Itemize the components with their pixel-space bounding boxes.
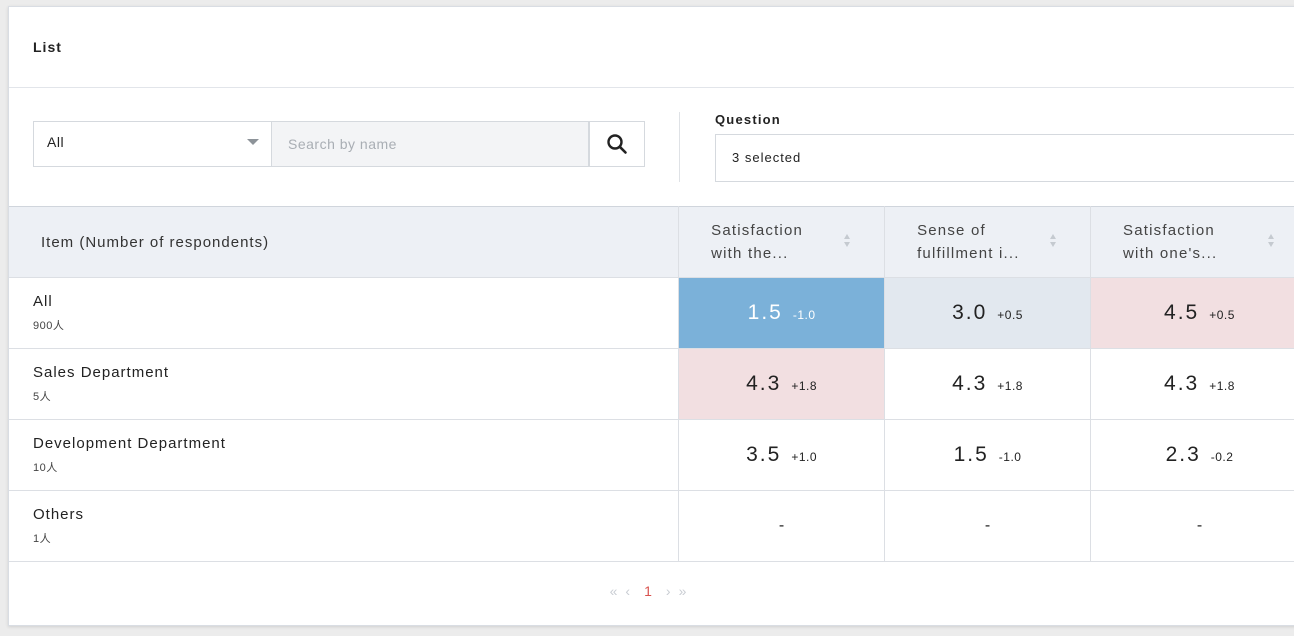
question-label: Question — [715, 112, 781, 127]
next-page-link[interactable]: › — [665, 583, 671, 599]
question-select[interactable]: 3 selected — [715, 134, 1294, 182]
table-row: All 900人 1.5 -1.0 3.0 +0.5 4.5 +0.5 — [9, 277, 1294, 349]
sort-icon[interactable] — [1268, 234, 1276, 250]
score-diff: +0.5 — [997, 308, 1023, 322]
respondent-count: 10人 — [33, 462, 58, 474]
score-cell: - — [1090, 490, 1294, 562]
last-page-link[interactable]: » — [678, 583, 687, 599]
score-cell: 3.5 +1.0 — [678, 419, 886, 491]
row-label: All 900人 — [9, 277, 680, 349]
score-value: 4.3 — [746, 372, 782, 395]
score-cell: 2.3 -0.2 — [1090, 419, 1294, 491]
first-page-link[interactable]: « — [609, 583, 618, 599]
sort-icon[interactable] — [844, 234, 852, 250]
score-value: 3.5 — [746, 443, 782, 466]
score-value: 4.3 — [1164, 372, 1200, 395]
no-data-dash: - — [1196, 517, 1203, 534]
filter-divider — [679, 112, 680, 182]
score-cell: - — [884, 490, 1092, 562]
score-diff: +1.0 — [791, 450, 818, 464]
table-row: Others 1人 - - - — [9, 490, 1294, 562]
score-diff: +1.8 — [997, 379, 1023, 393]
score-diff: -0.2 — [1210, 450, 1234, 464]
respondent-count: 5人 — [33, 391, 52, 403]
score-value: 2.3 — [1165, 443, 1201, 466]
no-data-dash: - — [778, 517, 785, 534]
no-data-dash: - — [984, 517, 991, 534]
score-cell: 4.3 +1.8 — [1090, 348, 1294, 420]
score-diff: -1.0 — [998, 450, 1022, 464]
question-header-label: Satisfaction with one's... — [1123, 222, 1218, 262]
search-input[interactable] — [271, 121, 589, 167]
table-row: Development Department 10人 3.5 +1.0 1.5 -1… — [9, 419, 1294, 491]
department-select[interactable]: All — [33, 121, 271, 167]
score-diff: -1.0 — [792, 308, 816, 322]
question-select-value: 3 selected — [732, 150, 802, 165]
row-label: Development Department 10人 — [9, 419, 680, 491]
score-cell: 3.0 +0.5 — [884, 277, 1092, 349]
row-name: All — [33, 293, 53, 310]
question-header-label: Satisfaction with the... — [711, 222, 804, 262]
score-value: 4.3 — [952, 372, 988, 395]
row-name: Sales Department — [33, 364, 170, 381]
question-column-header-3[interactable]: Satisfaction with one's... — [1090, 206, 1294, 278]
question-column-header-1[interactable]: Satisfaction with the... — [678, 206, 886, 278]
score-cell: 1.5 -1.0 — [884, 419, 1092, 491]
caret-down-icon — [247, 139, 259, 145]
results-table: Item (Number of respondents) Satisfactio… — [9, 206, 1294, 562]
question-header-label: Sense of fulfillment i... — [917, 222, 1020, 262]
score-cell: 4.5 +0.5 — [1090, 277, 1294, 349]
search-button[interactable] — [589, 121, 645, 167]
score-value: 3.0 — [952, 301, 988, 324]
list-panel: List All Question 3 selected Item — [8, 6, 1294, 626]
sort-icon[interactable] — [1050, 234, 1058, 250]
score-value: 1.5 — [747, 301, 783, 324]
score-diff: +1.8 — [1209, 379, 1235, 393]
search-icon — [607, 134, 627, 154]
table-row: Sales Department 5人 4.3 +1.8 4.3 +1.8 4.3 +… — [9, 348, 1294, 420]
score-cell: - — [678, 490, 886, 562]
row-name: Development Department — [33, 435, 226, 452]
score-cell: 4.3 +1.8 — [678, 348, 886, 420]
row-name: Others — [33, 506, 85, 523]
department-select-value: All — [47, 134, 65, 150]
pagination: « ‹ 1 › » — [9, 583, 1287, 599]
panel-title: List — [33, 39, 62, 55]
score-value: 1.5 — [953, 443, 989, 466]
row-label: Sales Department 5人 — [9, 348, 680, 420]
score-diff: +0.5 — [1209, 308, 1235, 322]
score-cell: 4.3 +1.8 — [884, 348, 1092, 420]
score-diff: +1.8 — [791, 379, 818, 393]
panel-header: List — [9, 7, 1294, 88]
score-cell: 1.5 -1.0 — [678, 277, 886, 349]
respondent-count: 1人 — [33, 533, 52, 545]
table-header-row: Item (Number of respondents) Satisfactio… — [9, 206, 1294, 278]
prev-page-link[interactable]: ‹ — [625, 583, 631, 599]
filter-bar: All Question 3 selected — [9, 88, 1294, 206]
item-column-header: Item (Number of respondents) — [9, 206, 680, 278]
score-value: 4.5 — [1164, 301, 1200, 324]
current-page-number[interactable]: 1 — [644, 583, 652, 599]
respondent-count: 900人 — [33, 320, 65, 332]
row-label: Others 1人 — [9, 490, 680, 562]
question-column-header-2[interactable]: Sense of fulfillment i... — [884, 206, 1092, 278]
